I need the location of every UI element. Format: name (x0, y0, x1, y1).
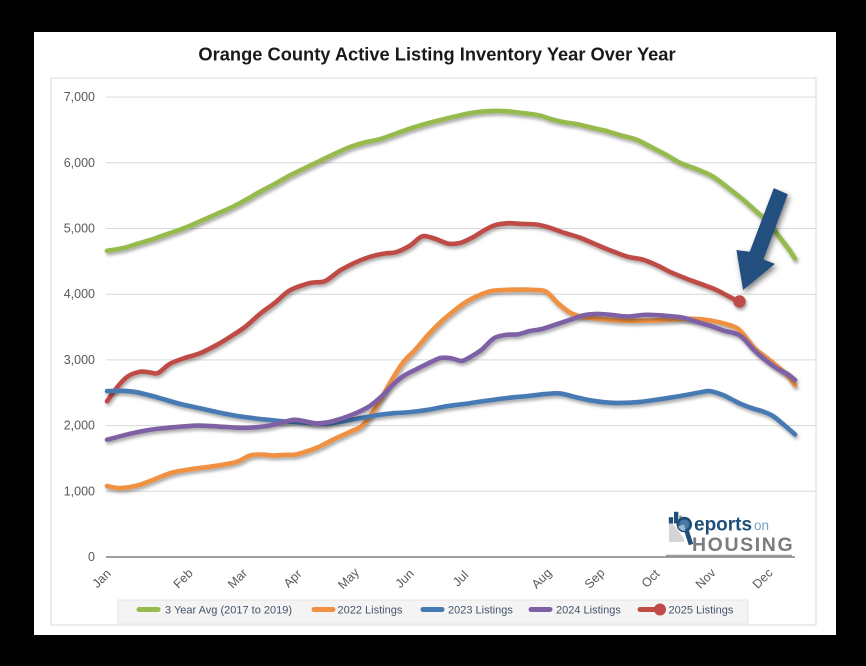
svg-text:0: 0 (88, 550, 95, 564)
svg-text:3 Year Avg (2017 to 2019): 3 Year Avg (2017 to 2019) (165, 605, 292, 617)
svg-text:eports: eports (694, 515, 752, 536)
svg-text:3,000: 3,000 (64, 353, 95, 367)
svg-text:7,000: 7,000 (64, 90, 95, 104)
svg-text:4,000: 4,000 (64, 287, 95, 301)
svg-text:HOUSING: HOUSING (692, 534, 794, 556)
svg-text:1,000: 1,000 (64, 484, 95, 498)
svg-text:5,000: 5,000 (64, 222, 95, 236)
svg-text:2022 Listings: 2022 Listings (338, 605, 403, 617)
svg-text:2024 Listings: 2024 Listings (556, 605, 621, 617)
svg-text:2,000: 2,000 (64, 419, 95, 433)
svg-text:6,000: 6,000 (64, 156, 95, 170)
svg-text:on: on (754, 518, 769, 533)
svg-text:2023 Listings: 2023 Listings (448, 605, 513, 617)
svg-text:2025 Listings: 2025 Listings (669, 605, 734, 617)
svg-text:Orange County Active Listing I: Orange County Active Listing Inventory Y… (198, 44, 675, 65)
